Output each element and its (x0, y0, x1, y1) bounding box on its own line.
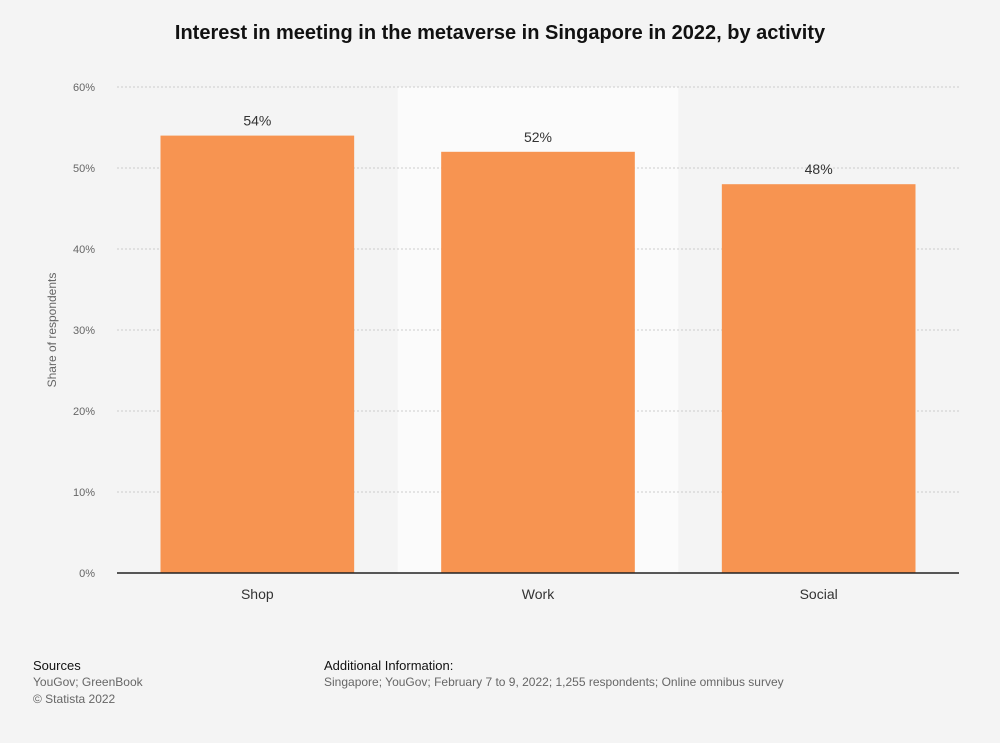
additional-info-heading[interactable]: Additional Information: (324, 658, 454, 673)
y-tick-label: 20% (73, 406, 95, 418)
sources-block: Sources YouGov; GreenBook © Statista 202… (33, 657, 143, 708)
sources-text: YouGov; GreenBook (33, 675, 143, 689)
y-tick-label: 10% (73, 487, 95, 499)
additional-info-text: Singapore; YouGov; February 7 to 9, 2022… (324, 675, 784, 689)
data-label: 48% (805, 161, 833, 177)
x-tick-label: Social (800, 586, 838, 602)
copyright-text: © Statista 2022 (33, 692, 116, 706)
sources-heading: Sources (33, 658, 81, 673)
y-tick-label: 30% (73, 325, 95, 337)
bar (721, 184, 916, 573)
y-axis-title: Share of respondents (45, 273, 59, 388)
x-tick-label: Work (522, 586, 555, 602)
data-label: 54% (243, 113, 271, 129)
y-tick-label: 40% (73, 244, 95, 256)
y-tick-label: 50% (73, 163, 95, 175)
bar (160, 135, 355, 573)
bar-chart: 0% 10% 20% 30% 40% 50% 60% Share of respondents… (45, 82, 959, 602)
y-tick-label: 0% (79, 568, 95, 580)
x-tick-label: Shop (241, 586, 274, 602)
y-tick-label: 60% (73, 82, 95, 94)
chart-title: Interest in meeting in the metaverse in … (174, 22, 826, 44)
bar (441, 151, 635, 574)
additional-info-block: Additional Information: Singapore; YouGo… (324, 657, 784, 691)
data-label: 52% (524, 129, 552, 145)
